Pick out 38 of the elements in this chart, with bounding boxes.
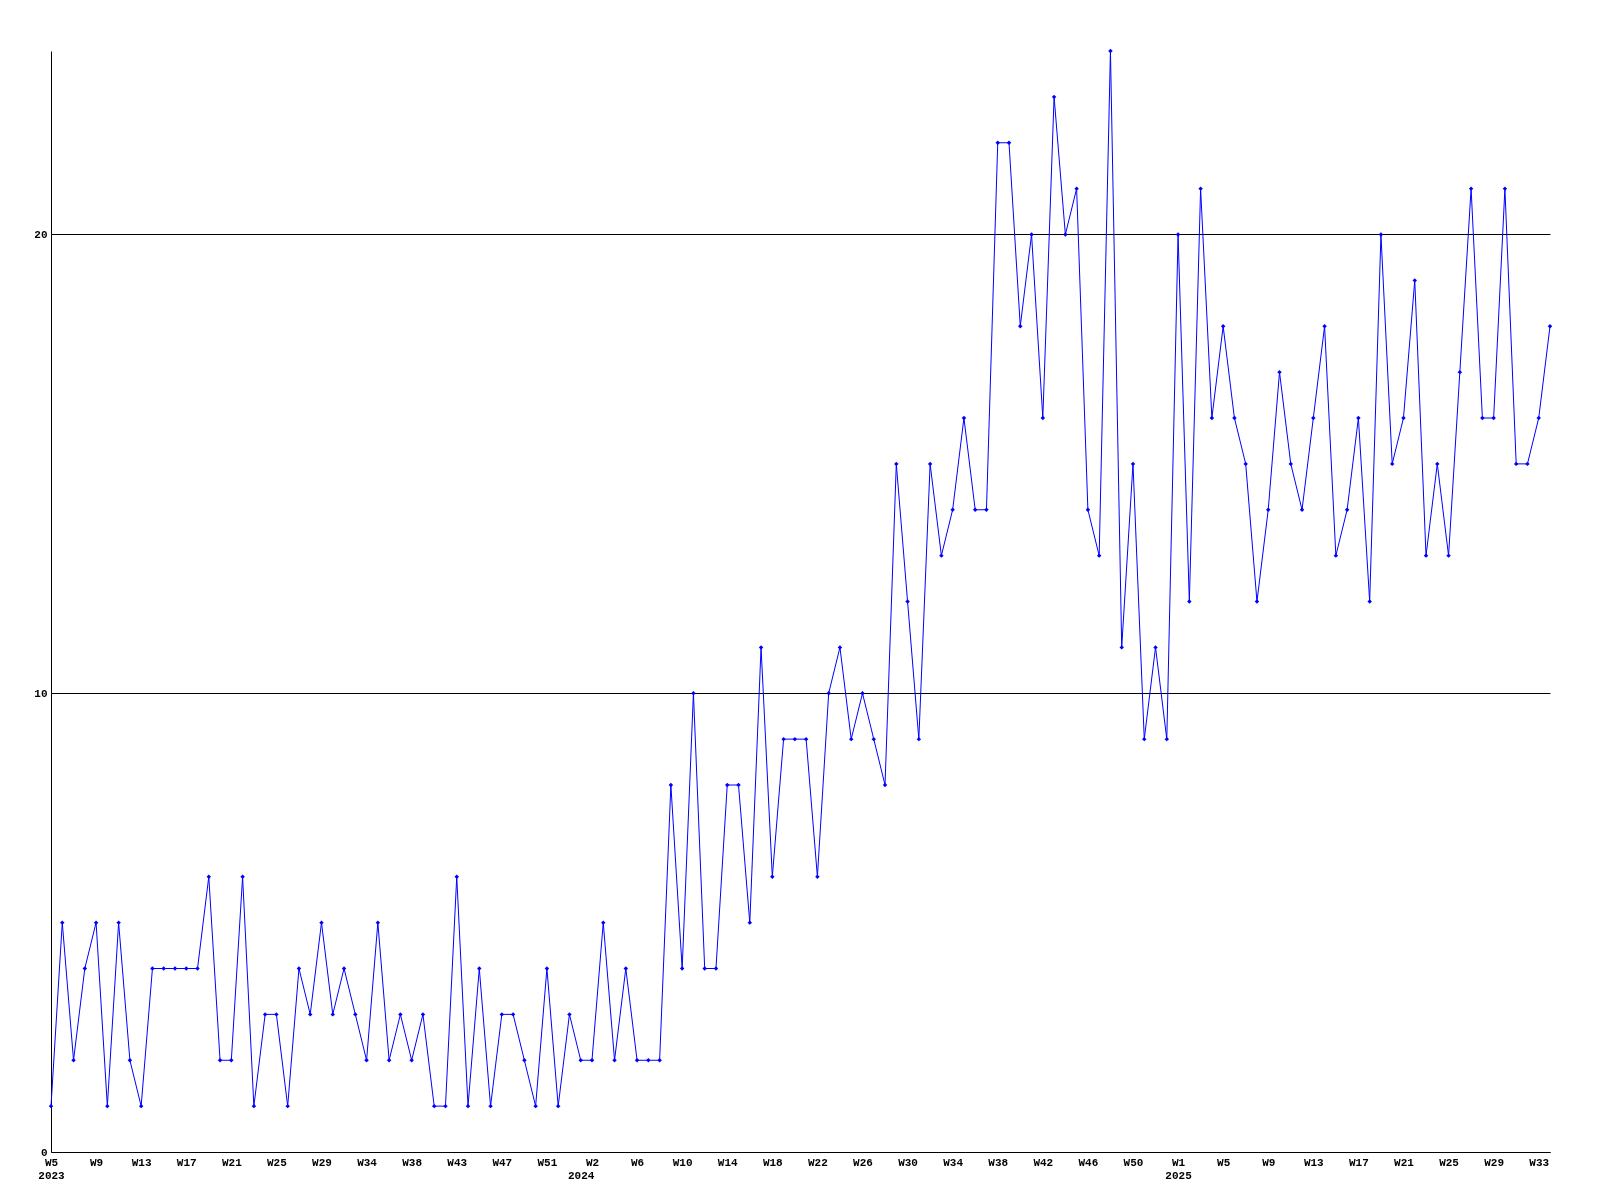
x-tick-label: W29 bbox=[1484, 1156, 1505, 1169]
x-tick-label: W9 bbox=[1262, 1156, 1276, 1169]
x-tick-label: W17 bbox=[1348, 1156, 1369, 1169]
x-tick-label: W42 bbox=[1033, 1156, 1054, 1169]
x-tick-label: W34 bbox=[357, 1156, 378, 1169]
x-tick-label: W51 bbox=[537, 1156, 558, 1169]
x-tick-label: W33 bbox=[1529, 1156, 1550, 1169]
x-tick-label: W13 bbox=[131, 1156, 152, 1169]
x-tick-label: W14 bbox=[717, 1156, 739, 1169]
y-tick-label: 10 bbox=[34, 687, 48, 700]
x-tick-label: W13 bbox=[1303, 1156, 1325, 1169]
x-tick-label: W50 bbox=[1123, 1156, 1144, 1169]
x-tick-label: W46 bbox=[1078, 1156, 1099, 1169]
x-tick-label: W47 bbox=[492, 1156, 513, 1169]
x-tick-label: W25 bbox=[267, 1156, 288, 1169]
x-tick-label: W2 bbox=[585, 1156, 600, 1169]
x-tick-label: W5 bbox=[1217, 1156, 1231, 1169]
x-tick-label: W10 bbox=[672, 1156, 693, 1169]
x-tick-label: W38 bbox=[988, 1156, 1009, 1169]
x-tick-label: W38 bbox=[402, 1156, 423, 1169]
x-tick-label: W5 2023 bbox=[38, 1156, 66, 1182]
x-tick-label: W29 bbox=[312, 1156, 332, 1169]
y-tick-label: 20 bbox=[34, 229, 48, 241]
x-tick-label: W17 bbox=[176, 1156, 197, 1169]
x-tick-label: W30 bbox=[898, 1156, 918, 1169]
x-tick-label: W26 bbox=[853, 1156, 873, 1169]
x-tick-label: W34 bbox=[943, 1156, 964, 1169]
x-tick-label: 2024 bbox=[568, 1169, 595, 1182]
x-tick-label: W22 bbox=[808, 1156, 828, 1169]
x-tick-label: W1 2025 bbox=[1165, 1156, 1193, 1182]
y-tick-label: 0 bbox=[40, 1146, 48, 1159]
x-tick-label: W9 bbox=[89, 1156, 104, 1169]
x-tick-label: W6 bbox=[630, 1156, 645, 1169]
x-tick-label: W21 bbox=[1394, 1156, 1415, 1169]
x-tick-label: W43 bbox=[447, 1156, 468, 1169]
x-tick-label: W18 bbox=[762, 1156, 784, 1169]
x-tick-label: W25 bbox=[1439, 1156, 1460, 1169]
x-tick-label: W21 bbox=[221, 1156, 243, 1169]
